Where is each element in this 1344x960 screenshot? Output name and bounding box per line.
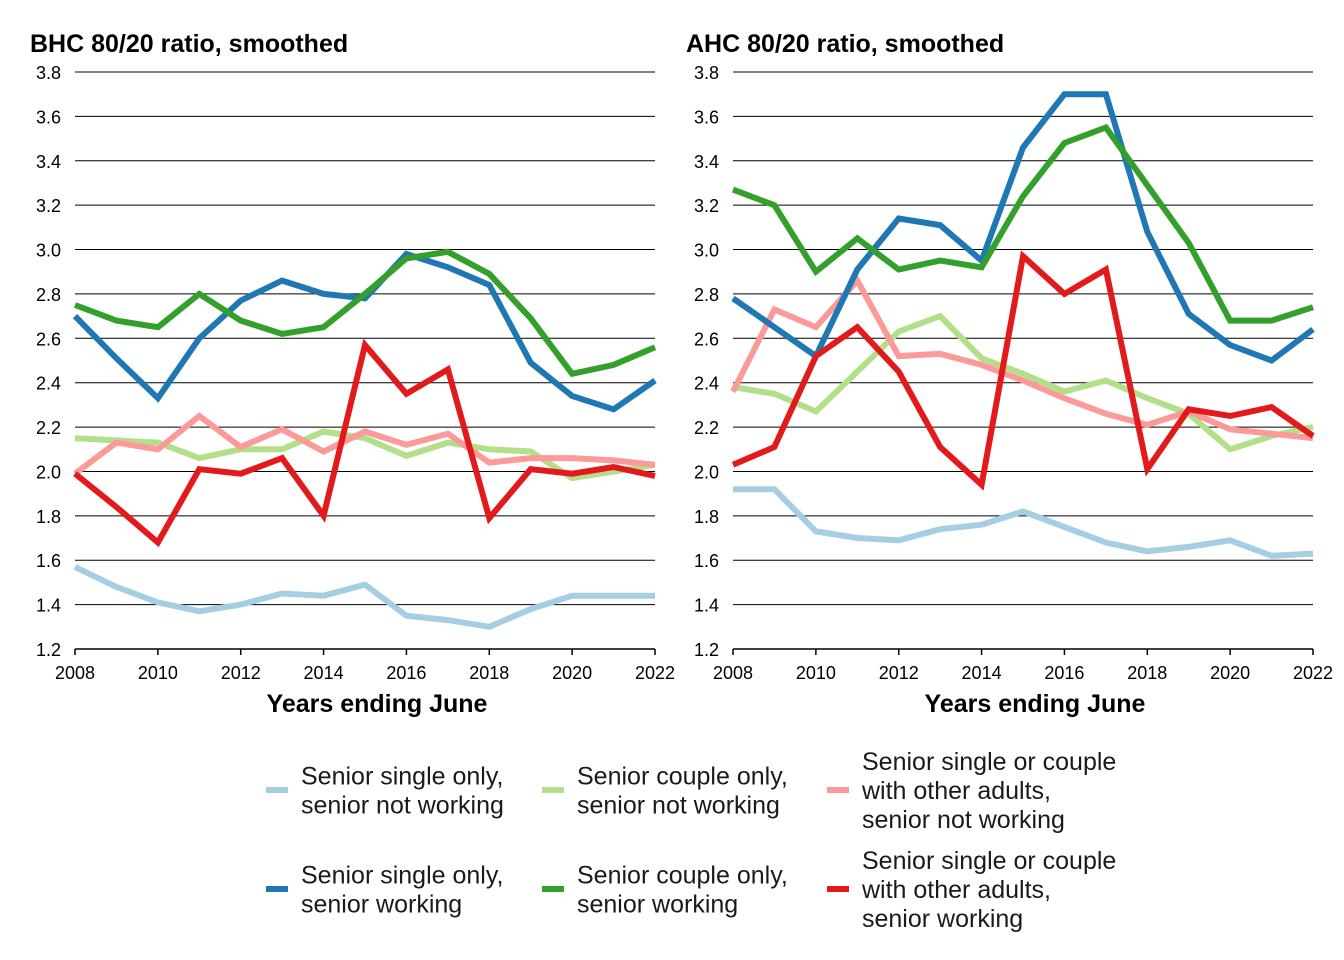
series-line — [73, 412, 656, 477]
legend-label: with other adults, — [861, 876, 1051, 904]
x-axis-title: Years ending June — [925, 690, 1146, 718]
legend-label: Senior couple only, — [577, 763, 788, 791]
y-tick-label: 3.2 — [694, 196, 719, 216]
legend-label: senior not working — [577, 792, 780, 820]
y-tick-label: 3.0 — [694, 241, 719, 261]
y-tick-label: 1.2 — [36, 640, 61, 660]
chart-title: BHC 80/20 ratio, smoothed — [30, 30, 348, 58]
chart-panel-1: BHC 80/20 ratio, smoothed 1.2 1.4 1.6 1.8 2.0… — [30, 30, 675, 718]
legend-item: Senior single only,senior not working — [266, 763, 504, 820]
legend-label: senior not working — [301, 792, 504, 820]
x-tick-label: 2014 — [962, 663, 1002, 683]
x-tick-label: 2020 — [1210, 663, 1250, 683]
x-tick-label: 2020 — [552, 663, 592, 683]
y-tick-label: 1.8 — [36, 507, 61, 527]
y-tick-label: 2.6 — [694, 329, 719, 349]
legend-item: Senior couple only,senior working — [542, 862, 788, 919]
y-tick-label: 1.6 — [36, 551, 61, 571]
series-line — [733, 486, 1314, 559]
y-tick-label: 1.6 — [694, 551, 719, 571]
series-line — [73, 338, 656, 548]
y-tick-label: 2.0 — [694, 462, 719, 482]
y-tick-label: 3.0 — [36, 241, 61, 261]
x-tick-label: 2010 — [796, 663, 836, 683]
legend: Senior single only,senior not workingSen… — [266, 748, 1116, 933]
x-tick-label: 2022 — [1293, 663, 1333, 683]
legend-label: Senior single only, — [301, 862, 503, 890]
y-tick-label: 2.2 — [36, 418, 61, 438]
y-tick-label: 2.0 — [36, 462, 61, 482]
y-tick-label: 3.8 — [694, 63, 719, 83]
series-line — [730, 275, 1314, 442]
x-tick-label: 2018 — [469, 663, 509, 683]
legend-label: Senior single or couple — [862, 847, 1116, 875]
y-tick-label: 1.8 — [694, 507, 719, 527]
y-tick-label: 2.4 — [36, 374, 61, 394]
legend-label: Senior single only, — [301, 763, 503, 791]
y-tick-label: 1.4 — [694, 596, 719, 616]
y-tick-label: 1.4 — [36, 596, 61, 616]
y-tick-label: 3.4 — [694, 152, 719, 172]
y-tick-label: 1.2 — [694, 640, 719, 660]
legend-item: Senior couple only,senior not working — [542, 763, 788, 820]
x-tick-label: 2008 — [55, 663, 95, 683]
y-tick-label: 2.8 — [694, 285, 719, 305]
chart-title: AHC 80/20 ratio, smoothed — [686, 30, 1004, 58]
legend-label: Senior couple only, — [577, 862, 788, 890]
x-tick-label: 2014 — [304, 663, 344, 683]
x-tick-label: 2018 — [1127, 663, 1167, 683]
x-tick-label: 2022 — [635, 663, 675, 683]
y-tick-label: 2.2 — [694, 418, 719, 438]
series-line — [72, 250, 657, 413]
series-line — [731, 91, 1315, 364]
x-tick-label: 2012 — [879, 663, 919, 683]
series-line — [732, 312, 1314, 453]
legend-label: Senior single or couple — [862, 748, 1116, 776]
legend-item: Senior single only,senior working — [266, 862, 503, 919]
legend-label: with other adults, — [861, 777, 1051, 805]
series-line — [73, 564, 655, 630]
x-tick-label: 2010 — [138, 663, 178, 683]
legend-label: senior working — [577, 891, 738, 919]
y-tick-label: 3.6 — [36, 107, 61, 127]
x-tick-label: 2016 — [386, 663, 426, 683]
y-tick-label: 2.8 — [36, 285, 61, 305]
y-tick-label: 3.6 — [694, 107, 719, 127]
series-line — [731, 123, 1314, 324]
y-tick-label: 2.4 — [694, 374, 719, 394]
legend-label: senior working — [862, 905, 1023, 933]
y-tick-label: 2.6 — [36, 329, 61, 349]
legend-label: senior not working — [862, 806, 1065, 834]
legend-label: senior working — [301, 891, 462, 919]
y-tick-label: 3.8 — [36, 63, 61, 83]
series-line — [73, 248, 657, 378]
y-tick-label: 3.4 — [36, 152, 61, 172]
x-tick-label: 2016 — [1044, 663, 1084, 683]
series-line — [731, 250, 1315, 491]
y-tick-label: 3.2 — [36, 196, 61, 216]
x-tick-label: 2008 — [713, 663, 753, 683]
x-tick-label: 2012 — [221, 663, 261, 683]
chart-panel-2: AHC 80/20 ratio, smoothed 1.2 1.4 1.6 1.8 2.0… — [686, 30, 1333, 718]
x-axis-title: Years ending June — [267, 690, 488, 718]
